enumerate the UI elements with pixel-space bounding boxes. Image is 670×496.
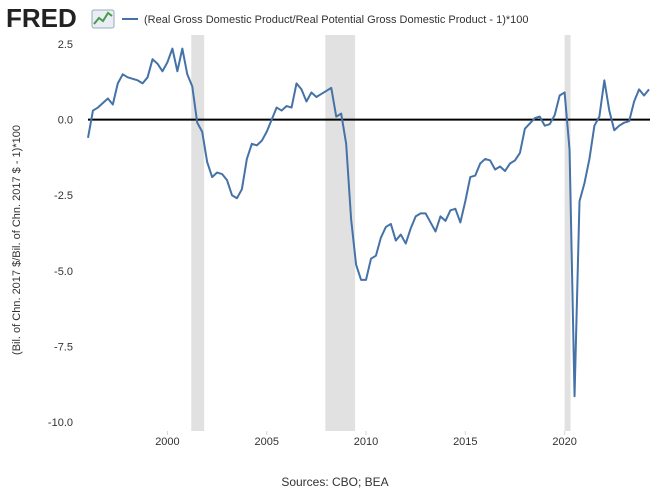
y-tick-label: -2.5: [54, 190, 73, 202]
y-axis-label: (Bil. of Chn. 2017 $/Bil. of Chn. 2017 $…: [11, 125, 23, 355]
y-tick-label: -7.5: [54, 341, 73, 353]
logo: FRED: [6, 3, 115, 33]
legend-label: (Real Gross Domestic Product/Real Potent…: [144, 14, 529, 26]
recession-band: [191, 35, 205, 431]
x-tick-label: 2020: [552, 436, 576, 448]
logo-icon-line: [93, 11, 113, 25]
y-tick-label: -10.0: [48, 417, 73, 429]
logo-icon: [91, 9, 115, 29]
y-tick-label: 2.5: [58, 39, 73, 51]
recession-band: [564, 35, 571, 431]
y-tick-label: -5.0: [54, 266, 73, 278]
y-tick-label: 0.0: [58, 115, 73, 127]
x-tick-label: 2010: [354, 436, 378, 448]
recession-band: [325, 35, 356, 431]
source: Sources: CBO; BEA: [281, 475, 388, 489]
x-tick-label: 2000: [155, 436, 179, 448]
x-tick-label: 2015: [453, 436, 477, 448]
data-line: [87, 47, 650, 398]
x-tick-label: 2005: [254, 436, 278, 448]
logo-text: FRED: [6, 3, 77, 33]
